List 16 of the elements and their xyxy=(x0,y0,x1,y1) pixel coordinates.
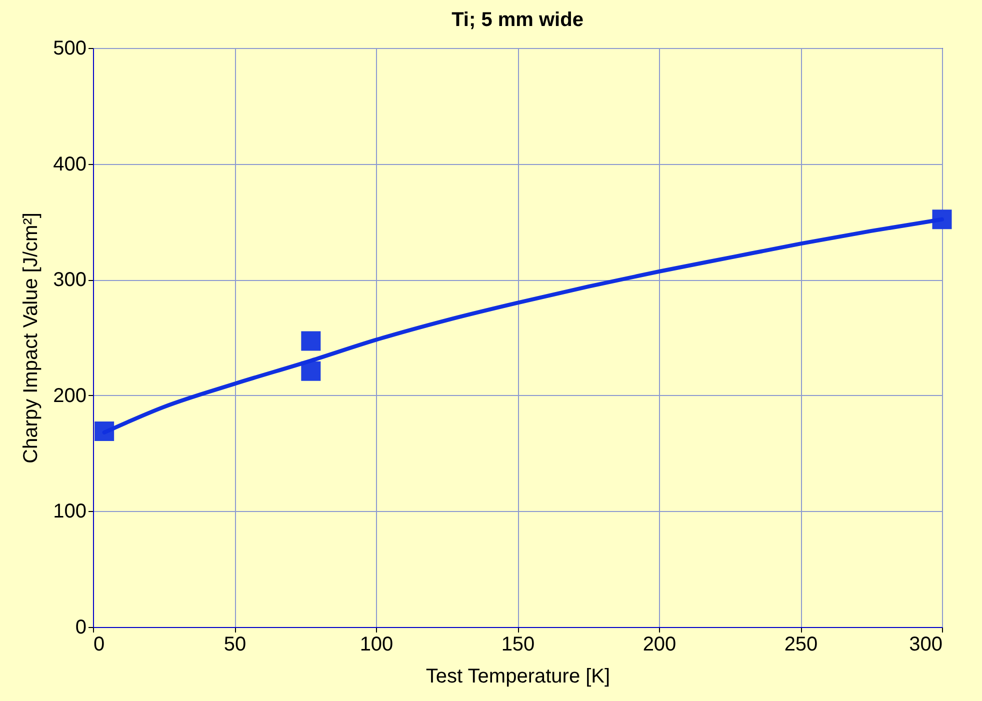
x-tick-label: 150 xyxy=(501,634,535,656)
x-tick-label: 0 xyxy=(94,634,105,656)
x-tick-label: 50 xyxy=(224,634,246,656)
x-tick-label: 200 xyxy=(642,634,676,656)
y-axis-title: Charpy Impact Value [J/cm²] xyxy=(20,212,42,464)
y-tick-label: 300 xyxy=(53,269,86,292)
y-tick-label: 0 xyxy=(75,616,86,638)
x-tick-label: 300 xyxy=(909,634,942,656)
y-tick-label: 500 xyxy=(53,38,86,60)
x-tick-label: 100 xyxy=(360,634,394,656)
y-tick-label: 200 xyxy=(53,384,86,407)
y-tick-label: 400 xyxy=(53,153,86,176)
chart-title: Ti; 5 mm wide xyxy=(452,9,584,31)
x-tick-label: 250 xyxy=(784,634,818,656)
x-axis-title: Test Temperature [K] xyxy=(426,666,610,688)
y-tick-label: 100 xyxy=(53,500,86,523)
